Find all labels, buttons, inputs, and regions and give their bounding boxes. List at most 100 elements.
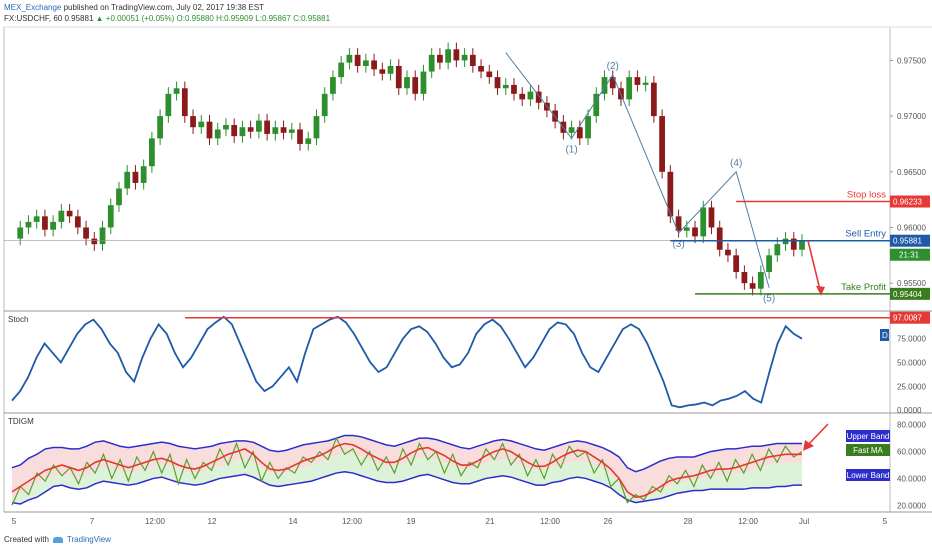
candle-body bbox=[165, 93, 172, 117]
candle-body bbox=[486, 71, 493, 78]
candle-body bbox=[700, 207, 707, 237]
candle-body bbox=[379, 69, 386, 74]
candle-body bbox=[17, 227, 24, 239]
candle-body bbox=[609, 77, 616, 89]
candle-body bbox=[272, 127, 279, 134]
tdi-rsi-line bbox=[11, 436, 803, 506]
wave-label: (1) bbox=[565, 144, 577, 155]
take-profit-label: Take Profit bbox=[841, 282, 886, 293]
candle-body bbox=[288, 129, 295, 133]
bar-countdown-tag bbox=[890, 248, 930, 261]
sell-entry-tag-text: 0.95881 bbox=[893, 237, 922, 246]
candle-body bbox=[799, 240, 805, 250]
candle-body bbox=[626, 77, 633, 100]
candle-body bbox=[346, 54, 353, 63]
footer: Created with TradingView bbox=[4, 535, 111, 544]
candle-body bbox=[461, 54, 468, 61]
time-tick-label: Jul bbox=[799, 517, 809, 526]
time-tick-label: 7 bbox=[90, 517, 95, 526]
tdi-lower-fill bbox=[12, 452, 802, 504]
candle-body bbox=[404, 77, 410, 89]
tdi-upper-fill bbox=[12, 435, 802, 499]
stoch-tick-label: 75.0000 bbox=[897, 335, 926, 344]
stop-loss-label: Stop loss bbox=[847, 190, 886, 201]
wave-label: (2) bbox=[607, 61, 619, 72]
candle-body bbox=[140, 166, 147, 183]
candle-body bbox=[33, 216, 40, 222]
stoch-line bbox=[11, 315, 803, 409]
price-tick-label: 0.96000 bbox=[897, 223, 926, 232]
time-tick-label: 21 bbox=[486, 517, 495, 526]
candle-body bbox=[74, 216, 81, 228]
tdi-lower-band-line bbox=[11, 470, 802, 505]
projection-arrow bbox=[807, 240, 821, 291]
candle-body bbox=[412, 77, 419, 94]
projection-arrow-head bbox=[816, 285, 825, 296]
candle-body bbox=[774, 244, 781, 256]
candle-body bbox=[206, 121, 213, 139]
tdi-tick-label: 60.0000 bbox=[897, 448, 926, 457]
ohlc-line: FX:USDCHF, 60 0.95881 ▲ +0.00051 (+0.05%… bbox=[4, 13, 330, 24]
candle-body bbox=[675, 216, 682, 231]
stoch-title: Stoch bbox=[8, 315, 28, 324]
time-tick-label: 12:00 bbox=[342, 517, 363, 526]
stoch-legend-tag bbox=[880, 329, 889, 341]
candle-body bbox=[790, 238, 797, 250]
candle-body bbox=[338, 62, 345, 78]
tradingview-brand[interactable]: TradingView bbox=[66, 535, 111, 544]
candle-body bbox=[478, 65, 484, 72]
candle-body bbox=[535, 91, 542, 103]
elliott-wave-line bbox=[505, 52, 770, 288]
price-tick-label: 0.97000 bbox=[897, 112, 926, 121]
price-tick-label: 0.97500 bbox=[897, 56, 926, 65]
open-value: O:0.95880 bbox=[176, 14, 214, 23]
time-tick-label: 12 bbox=[208, 517, 217, 526]
candle-body bbox=[395, 65, 402, 89]
close-value: C:0.95881 bbox=[293, 14, 331, 23]
candle-body bbox=[83, 227, 89, 239]
created-with-text: Created with bbox=[4, 535, 49, 544]
candle-body bbox=[239, 127, 246, 137]
time-tick-label: 28 bbox=[684, 517, 693, 526]
candle-body bbox=[255, 120, 262, 132]
candle-body bbox=[634, 77, 641, 85]
candle-body bbox=[107, 205, 114, 228]
tdi-band-tag bbox=[846, 469, 890, 481]
time-tick-label: 12:00 bbox=[540, 517, 561, 526]
bar-countdown-text: 21:31 bbox=[899, 251, 920, 260]
sell-entry-tag bbox=[890, 234, 930, 247]
candle-body bbox=[305, 138, 312, 144]
candle-body bbox=[297, 129, 303, 144]
candle-body bbox=[198, 121, 205, 128]
candle-body bbox=[330, 77, 336, 94]
tdi-band-tag-text: Fast MA bbox=[853, 446, 883, 455]
candle-body bbox=[667, 171, 674, 217]
candle-body bbox=[725, 249, 731, 256]
time-tick-label: 19 bbox=[407, 517, 416, 526]
low-value: L:0.95867 bbox=[255, 14, 291, 23]
candle-body bbox=[502, 84, 509, 89]
candle-body bbox=[280, 127, 287, 133]
wave-label: (4) bbox=[730, 158, 742, 169]
candle-body bbox=[116, 188, 122, 206]
stoch-legend-text: D bbox=[882, 331, 888, 340]
candle-body bbox=[585, 116, 591, 139]
take-profit-tag-text: 0.95404 bbox=[893, 290, 922, 299]
candle-body bbox=[716, 227, 723, 250]
time-tick-label: 5 bbox=[883, 517, 888, 526]
tdi-band-tag bbox=[846, 444, 890, 456]
price-tick-label: 0.96500 bbox=[897, 168, 926, 177]
candle-body bbox=[371, 60, 377, 70]
published-text: published on TradingView.com, July 02, 2… bbox=[63, 3, 265, 12]
candle-body bbox=[692, 227, 698, 237]
candle-body bbox=[527, 91, 534, 100]
candle-body bbox=[223, 125, 229, 130]
publisher-link[interactable]: MEX_Exchange bbox=[4, 3, 62, 12]
candle-body bbox=[387, 65, 394, 74]
time-tick-label: 12:00 bbox=[738, 517, 759, 526]
tdi-tick-label: 40.0000 bbox=[897, 474, 926, 483]
candle-body bbox=[354, 54, 361, 66]
price-tick-label: 0.95500 bbox=[897, 279, 926, 288]
price-change: ▲ +0.00051 (+0.05%) bbox=[95, 14, 175, 23]
